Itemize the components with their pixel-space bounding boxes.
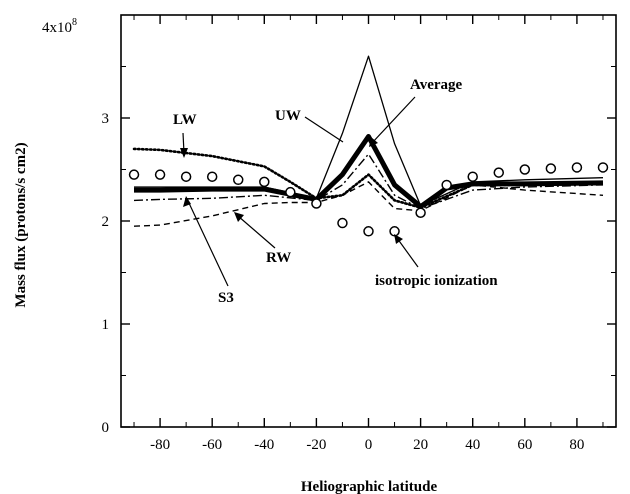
arrowhead-lw xyxy=(180,148,188,158)
series-layer xyxy=(128,55,609,237)
series-isotropic-ionization-point xyxy=(441,179,452,191)
y-axis-title: Mass flux (protons/s cm2) xyxy=(13,142,29,307)
x-axis-ticks: -80 -60 -40 -20 0 20 40 60 80 xyxy=(133,15,604,453)
x-tick-label: -80 xyxy=(150,437,170,453)
arrowhead-rw xyxy=(234,212,244,222)
series-isotropic-ionization-point xyxy=(467,171,478,182)
arrowhead-isotropic xyxy=(394,234,403,244)
x-tick-label: -40 xyxy=(254,437,274,453)
series-isotropic-ionization-point xyxy=(363,226,374,237)
y-top-tick-label: 4x108 xyxy=(42,17,77,36)
y-tick-label: 3 xyxy=(102,111,110,127)
y-tick-label: 2 xyxy=(102,214,110,230)
x-axis-title: Heliographic latitude xyxy=(301,479,438,494)
arrowhead-s3 xyxy=(183,196,191,207)
series-isotropic-ionization-point xyxy=(415,207,426,219)
annotation-rw: RW xyxy=(266,250,291,266)
annotation-isotropic: isotropic ionization xyxy=(375,273,498,289)
y-axis-ticks: 0 1 2 3 xyxy=(102,66,616,436)
series-isotropic-ionization-point xyxy=(206,171,218,182)
series-isotropic-ionization-point xyxy=(259,176,270,188)
series-isotropic-ionization-point xyxy=(571,162,583,173)
annotation-uw: UW xyxy=(275,108,301,124)
series-isotropic-ionization-point xyxy=(545,163,557,174)
series-isotropic-ionization-point xyxy=(180,171,192,182)
annotation-lw: LW xyxy=(173,112,197,128)
series-rw-line xyxy=(133,181,604,227)
series-isotropic-ionization-point xyxy=(285,186,296,198)
series-s3-line xyxy=(133,153,604,210)
series-isotropic-ionization-point xyxy=(337,217,348,229)
series-isotropic-ionization-point xyxy=(128,169,140,180)
x-tick-label: 0 xyxy=(365,437,373,453)
x-tick-label: 20 xyxy=(413,437,428,453)
x-tick-label: -20 xyxy=(306,437,326,453)
series-isotropic-ionization-point xyxy=(311,198,322,209)
arrow-s3 xyxy=(187,200,229,287)
arrow-rw xyxy=(237,215,276,249)
x-tick-label: 40 xyxy=(465,437,480,453)
annotation-average: Average xyxy=(410,77,463,93)
arrow-average xyxy=(371,96,416,144)
x-tick-label: -60 xyxy=(202,437,222,453)
series-isotropic-ionization-point xyxy=(493,167,505,178)
series-isotropic-ionization-point xyxy=(232,174,244,186)
series-average-line xyxy=(134,134,604,210)
annotation-s3: S3 xyxy=(218,290,234,306)
series-isotropic-ionization-point xyxy=(519,164,531,175)
y-tick-label: 0 xyxy=(102,420,110,436)
arrowhead-average xyxy=(369,137,378,147)
y-tick-label: 1 xyxy=(102,317,110,333)
annotations: LW UW Average S3 RW isotropic ionization xyxy=(173,77,498,306)
series-isotropic-ionization-point xyxy=(597,162,609,173)
plot-frame xyxy=(120,14,617,428)
arrow-uw xyxy=(304,116,344,143)
series-isotropic-ionization-point xyxy=(154,169,166,180)
x-tick-label: 80 xyxy=(569,437,584,453)
x-tick-label: 60 xyxy=(517,437,532,453)
arrow-isotropic xyxy=(396,237,419,268)
